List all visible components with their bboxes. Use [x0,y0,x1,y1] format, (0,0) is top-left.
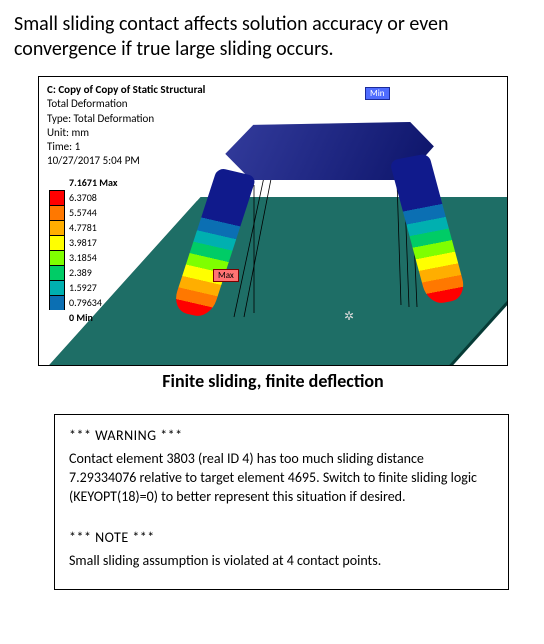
contour-legend: 7.1671 Max 6.3708 5.5744 4.7781 3.9817 3.1854… [49,175,117,325]
legend-row: 2.389 [49,265,117,280]
figure-caption: Finite sliding, finite deflection [38,370,508,392]
result-plot: C: Copy of Copy of Static Structural Tot… [38,76,508,366]
legend-label: 0 Min [69,313,93,323]
max-label: Max [213,269,239,282]
legend-row: 0.79634 [49,295,117,310]
solver-message-box: *** WARNING *** Contact element 3803 (re… [54,414,509,590]
note-header: *** NOTE *** [69,529,494,548]
min-label: Min [365,87,390,100]
legend-swatch [49,295,65,310]
legend-label: 7.1671 Max [69,178,117,188]
legend-label: 4.7781 [69,223,97,233]
legend-swatch [49,190,65,205]
legend-label: 0.79634 [69,298,102,308]
legend-swatch [49,205,65,220]
note-body: Small sliding assumption is violated at … [69,552,494,571]
plot-timestamp: 10/27/2017 5:04 PM [47,154,205,168]
legend-row: 1.5927 [49,280,117,295]
legend-row: 6.3708 [49,190,117,205]
legend-row: 5.5744 [49,205,117,220]
page-heading: Small sliding contact affects solution a… [14,12,530,62]
legend-row: 4.7781 [49,220,117,235]
legend-label: 5.5744 [69,208,97,218]
plot-metadata: C: Copy of Copy of Static Structural Tot… [47,83,205,169]
legend-swatch [49,220,65,235]
legend-label: 1.5927 [69,283,97,293]
plot-type: Type: Total Deformation [47,112,205,126]
plot-title: C: Copy of Copy of Static Structural [47,83,205,97]
legend-label: 3.1854 [69,253,97,263]
plot-unit: Unit: mm [47,126,205,140]
plot-time: Time: 1 [47,140,205,154]
legend-row: 0 Min [49,310,117,325]
legend-label: 2.389 [69,268,92,278]
orientation-triad-icon: ✲ [344,309,353,324]
figure-container: C: Copy of Copy of Static Structural Tot… [38,76,508,392]
plot-result-name: Total Deformation [47,97,205,111]
legend-swatch [49,265,65,280]
warning-body: Contact element 3803 (real ID 4) has too… [69,450,494,507]
legend-swatch [49,235,65,250]
legend-label: 3.9817 [69,238,97,248]
legend-swatch [49,250,65,265]
legend-label: 6.3708 [69,193,97,203]
legend-row: 7.1671 Max [49,175,117,190]
warning-header: *** WARNING *** [69,427,494,446]
legend-row: 3.1854 [49,250,117,265]
legend-swatch [49,280,65,295]
legend-row: 3.9817 [49,235,117,250]
